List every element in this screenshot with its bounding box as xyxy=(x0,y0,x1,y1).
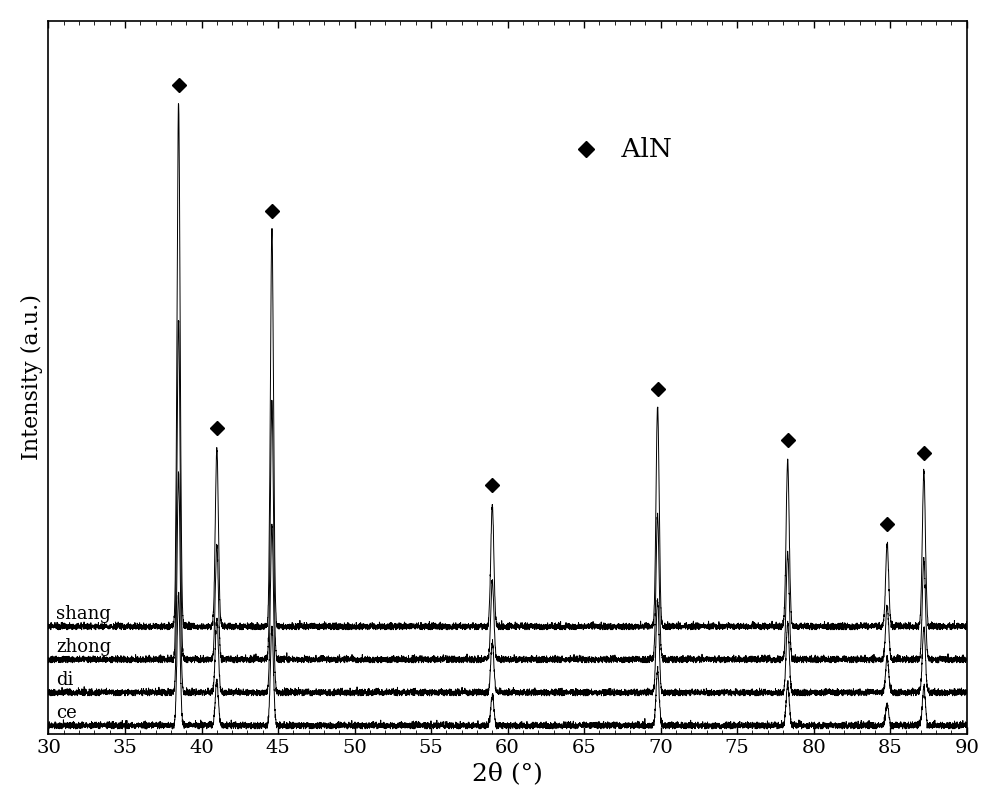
Text: shang: shang xyxy=(56,604,111,622)
Y-axis label: Intensity (a.u.): Intensity (a.u.) xyxy=(21,294,43,460)
Text: ce: ce xyxy=(56,704,77,721)
X-axis label: 2θ (°): 2θ (°) xyxy=(472,762,543,785)
Text: zhong: zhong xyxy=(56,638,111,655)
Text: AlN: AlN xyxy=(613,137,672,162)
Text: di: di xyxy=(56,671,74,688)
